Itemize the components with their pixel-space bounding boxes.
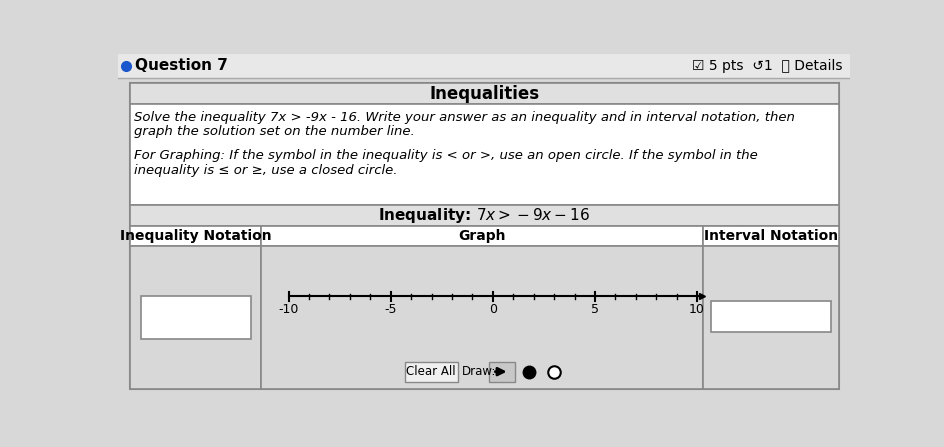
FancyBboxPatch shape (129, 246, 261, 389)
FancyBboxPatch shape (141, 296, 250, 339)
FancyBboxPatch shape (129, 83, 838, 389)
Text: Inequality: $7x > -9x - 16$: Inequality: $7x > -9x - 16$ (378, 206, 590, 225)
Text: Graph: Graph (458, 229, 506, 243)
Text: Solve the inequality 7x > -9x - 16. Write your answer as an inequality and in in: Solve the inequality 7x > -9x - 16. Writ… (134, 110, 795, 124)
Text: 5: 5 (590, 303, 598, 316)
FancyBboxPatch shape (129, 205, 838, 226)
Text: inequality is ≤ or ≥, use a closed circle.: inequality is ≤ or ≥, use a closed circl… (134, 164, 397, 177)
FancyBboxPatch shape (261, 226, 702, 246)
FancyBboxPatch shape (129, 105, 838, 205)
FancyBboxPatch shape (702, 226, 838, 246)
FancyBboxPatch shape (129, 226, 261, 246)
Text: graph the solution set on the number line.: graph the solution set on the number lin… (134, 125, 414, 138)
FancyBboxPatch shape (118, 54, 850, 78)
Text: 10: 10 (688, 303, 704, 316)
Text: -5: -5 (384, 303, 396, 316)
Text: Draw:: Draw: (462, 365, 497, 378)
FancyBboxPatch shape (702, 246, 838, 389)
Text: For Graphing: If the symbol in the inequality is < or >, use an open circle. If : For Graphing: If the symbol in the inequ… (134, 149, 757, 162)
Text: Inequalities: Inequalities (429, 84, 539, 103)
FancyBboxPatch shape (488, 362, 514, 382)
Text: Question 7: Question 7 (135, 59, 228, 73)
FancyBboxPatch shape (129, 83, 838, 105)
FancyBboxPatch shape (710, 300, 830, 332)
Text: Interval Notation: Interval Notation (703, 229, 837, 243)
Text: Clear All: Clear All (406, 365, 456, 378)
Text: ☑ 5 pts  ↺1  ⓘ Details: ☑ 5 pts ↺1 ⓘ Details (692, 59, 842, 73)
FancyBboxPatch shape (404, 362, 457, 382)
Text: Inequality Notation: Inequality Notation (120, 229, 271, 243)
Text: 0: 0 (488, 303, 497, 316)
FancyBboxPatch shape (261, 246, 702, 389)
Text: -10: -10 (278, 303, 298, 316)
